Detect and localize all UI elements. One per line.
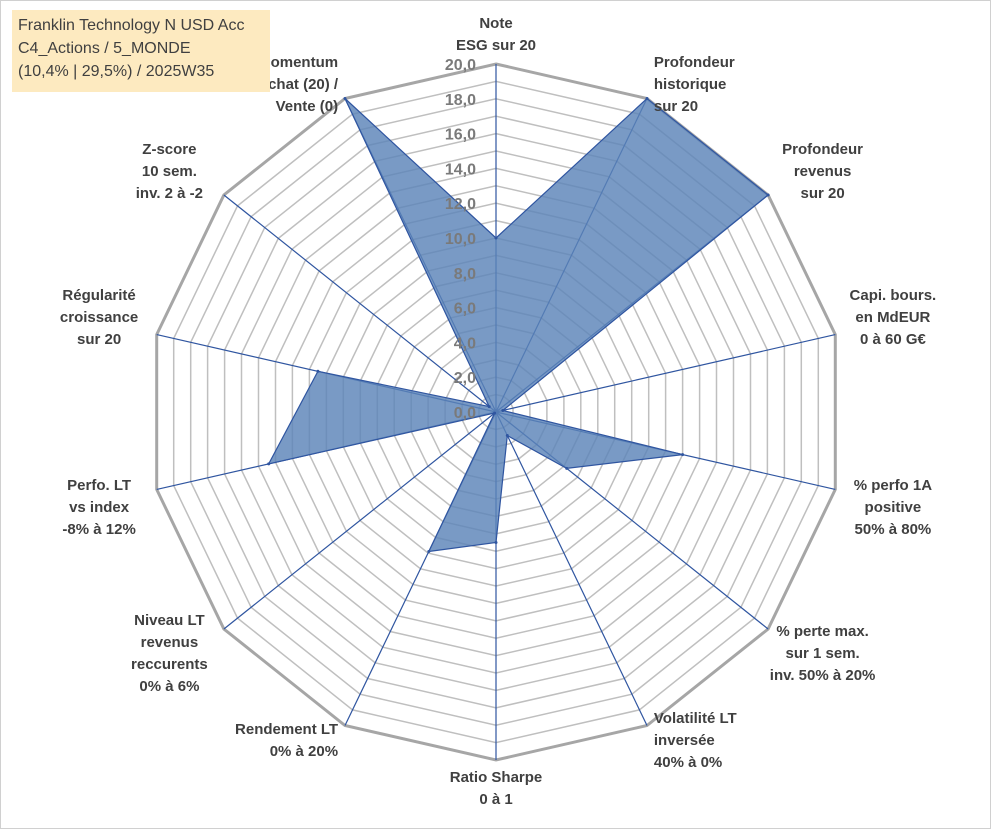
radar-series-area xyxy=(267,97,770,553)
radial-tick-labels: 0,0 2,0 4,0 6,0 8,0 10,0 12,0 14,0 16,0 18,0 20,0 xyxy=(445,57,476,422)
axis-label: Profondeur historique sur 20 xyxy=(654,54,735,115)
radial-tick-label: 16,0 xyxy=(445,127,476,144)
radar-point xyxy=(505,434,509,437)
radar-point xyxy=(316,369,320,373)
radar-spoke xyxy=(495,411,648,726)
fund-info-box: Franklin Technology N USD Acc C4_Actions… xyxy=(12,10,270,92)
axis-labels: Note ESG sur 20 Profondeur historique sur 20… xyxy=(60,15,936,808)
axis-label: Volatilité LT inversée 40% à 0% xyxy=(654,710,737,771)
axis-label: Niveau LT revenus reccurents 0% à 6% xyxy=(131,612,208,695)
radial-tick-label: 18,0 xyxy=(445,92,476,109)
fund-name: Franklin Technology N USD Acc xyxy=(18,17,245,34)
axis-label: Profondeur revenus sur 20 xyxy=(782,141,863,202)
axis-label: % perfo 1A positive 50% à 80% xyxy=(854,477,933,538)
radar-series xyxy=(267,97,770,553)
radial-tick-label: 0,0 xyxy=(454,405,476,422)
radar-point xyxy=(494,236,498,240)
axis-label: Z-score 10 sem. inv. 2 à -2 xyxy=(136,141,203,202)
fund-stats: (10,4% | 29,5%) / 2025W35 xyxy=(18,63,215,80)
radar-point xyxy=(681,453,685,457)
axis-label: Perfo. LT vs index -8% à 12% xyxy=(62,477,135,538)
radar-point xyxy=(501,409,505,412)
radar-point xyxy=(343,97,347,100)
radar-spoke xyxy=(223,194,497,413)
axis-label: % perte max. sur 1 sem. inv. 50% à 20% xyxy=(770,623,876,684)
axis-label: Ratio Sharpe 0 à 1 xyxy=(450,769,543,808)
radar-spoke xyxy=(223,411,497,630)
fund-category: C4_Actions / 5_MONDE xyxy=(18,40,191,57)
radar-spoke xyxy=(495,334,836,413)
axis-label: Momentum Achat (20) / Vente (0) xyxy=(257,54,339,115)
axis-label: Capi. bours. en MdEUR 0 à 60 G€ xyxy=(850,287,937,348)
radial-tick-label: 20,0 xyxy=(445,57,476,74)
radar-point xyxy=(493,411,497,415)
axis-label: Rendement LT 0% à 20% xyxy=(235,721,338,760)
radar-point xyxy=(427,550,431,553)
axis-label: Régularité croissance sur 20 xyxy=(60,287,138,348)
radar-point xyxy=(267,462,271,466)
radial-tick-label: 14,0 xyxy=(445,161,476,178)
radial-tick-label: 8,0 xyxy=(454,266,476,283)
radar-point xyxy=(494,541,498,544)
axis-label: Note ESG sur 20 xyxy=(456,15,536,54)
radial-tick-label: 6,0 xyxy=(454,301,476,318)
radar-point xyxy=(766,193,770,197)
radial-tick-label: 4,0 xyxy=(454,335,476,352)
radar-point xyxy=(565,466,569,470)
radial-tick-label: 12,0 xyxy=(445,196,476,213)
radial-tick-label: 10,0 xyxy=(445,231,476,248)
radar-point xyxy=(487,405,491,409)
radial-tick-label: 2,0 xyxy=(454,370,476,387)
radar-point xyxy=(645,97,649,100)
